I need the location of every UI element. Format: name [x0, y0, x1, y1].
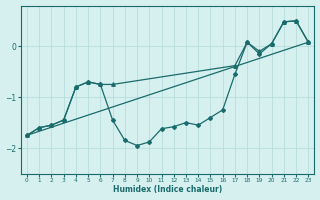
X-axis label: Humidex (Indice chaleur): Humidex (Indice chaleur) [113, 185, 222, 194]
